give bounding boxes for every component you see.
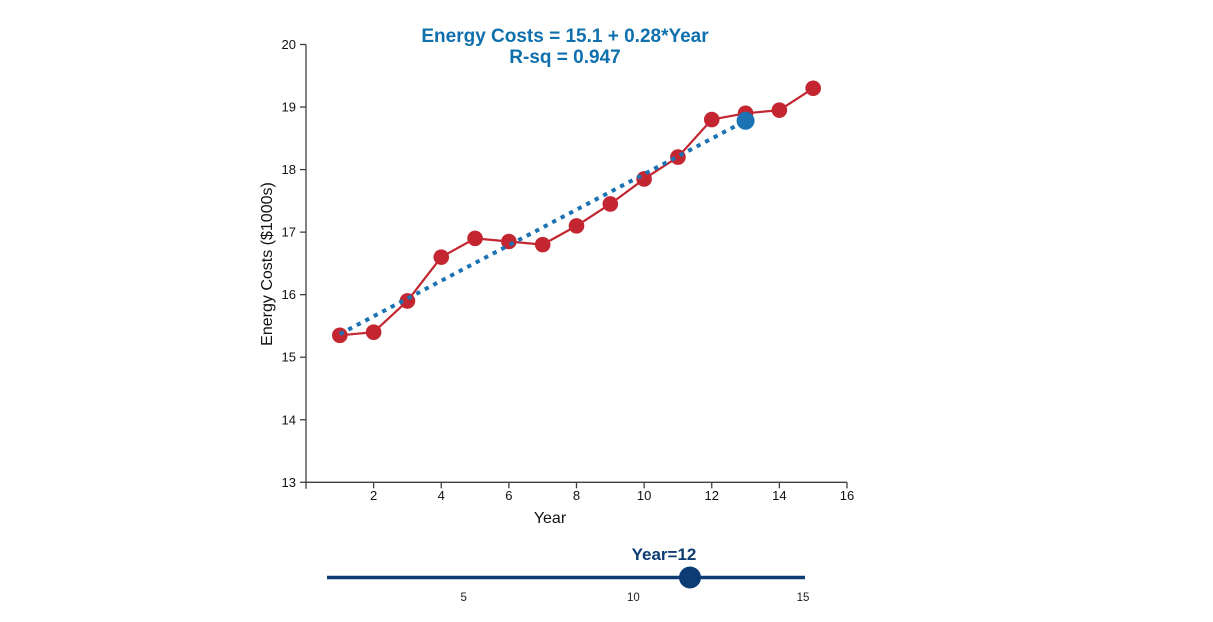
y-tick-label: 20 [282,37,296,52]
y-axis-title: Energy Costs ($1000s) [259,182,276,346]
regression-equation-label: Energy Costs = 15.1 + 0.28*Year [421,26,709,47]
y-tick-label: 15 [282,350,296,365]
data-point [771,102,788,118]
y-tick-label: 18 [282,162,296,177]
data-point [365,324,382,340]
data-point [332,327,348,344]
x-tick-label: 12 [705,488,719,503]
year-slider[interactable]: 5 10 15 [327,566,810,605]
y-tick-label: 14 [282,412,296,427]
x-tick-label: 2 [370,488,377,503]
fitted-value-point [736,111,755,130]
data-point [467,230,483,247]
slider-tick-label: 5 [461,592,467,604]
x-tick-label: 8 [573,488,580,503]
x-tick-label: 4 [438,488,445,503]
y-tick-label: 13 [282,475,296,490]
y-tick-label: 19 [282,100,296,115]
x-tick-label: 6 [505,488,512,503]
y-tick-label: 16 [282,287,296,302]
regression-line [338,119,747,336]
data-point [534,236,551,253]
y-tick-label: 17 [282,225,296,240]
slider-value-label: Year=12 [631,545,697,564]
data-point [568,218,585,234]
x-tick-label: 10 [637,488,651,503]
x-tick-label: 16 [840,488,854,503]
year-slider-handle[interactable] [679,566,701,589]
slider-tick-label: 15 [797,592,810,604]
regression-fit [338,111,755,336]
slider-tick-label: 10 [627,592,640,604]
data-point [805,80,821,97]
x-axis-title: Year [534,510,567,527]
axes: 2 4 6 8 10 12 14 16 13 14 15 16 17 18 19 20 [282,37,855,503]
r-squared-label: R-sq = 0.947 [509,47,621,68]
data-point [703,111,720,128]
data-point [602,196,619,212]
data-point [433,249,450,265]
x-tick-label: 14 [772,488,786,503]
